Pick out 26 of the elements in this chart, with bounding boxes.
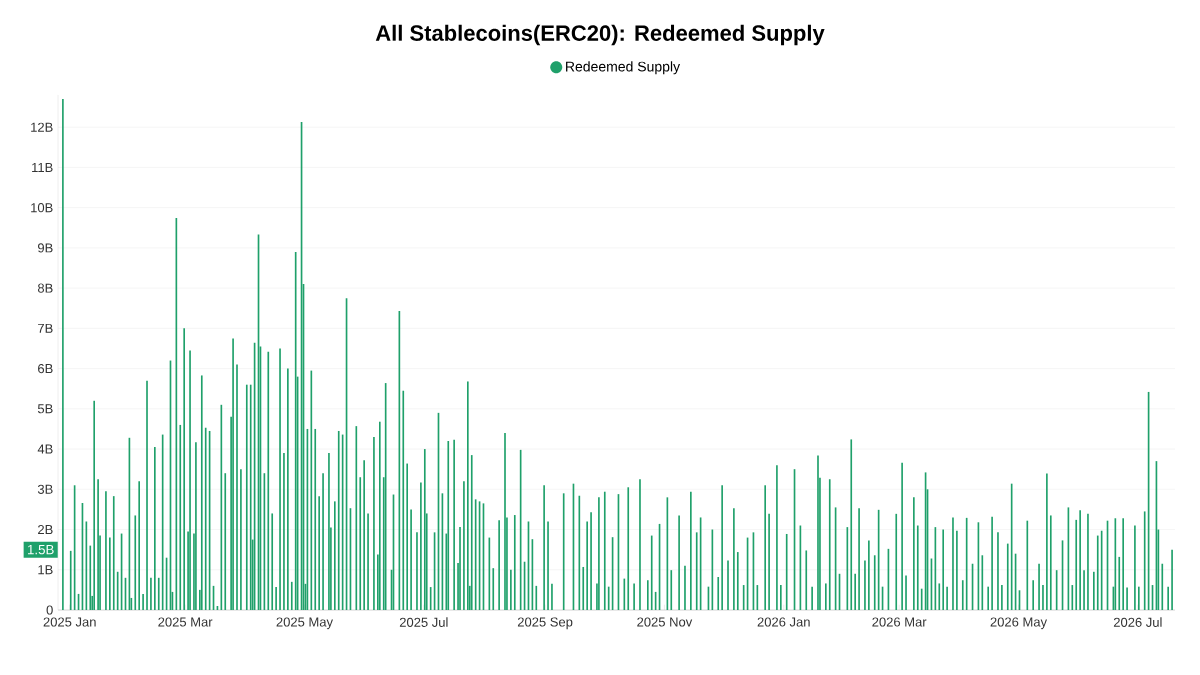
y-tick-label: 10B: [31, 203, 53, 213]
y-tick-label: 11B: [32, 162, 53, 172]
y-tick-label: 8B: [37, 283, 53, 293]
legend-label: Redeemed Supply: [566, 61, 681, 75]
y-tick-label: 5B: [37, 404, 53, 414]
annotation: 1.5B: [28, 544, 54, 555]
x-tick-label: 2025 Mar: [158, 617, 213, 627]
y-tick-label: 6B: [38, 363, 53, 374]
y-tick-label: 2B: [38, 524, 53, 535]
y-tick-label: 7B: [38, 323, 53, 333]
y-tick-label: 12B: [31, 122, 53, 132]
x-tick-label: 2025 May: [276, 617, 333, 630]
chart-title: All Stablecoins(ERC20): Redeemed Supply: [375, 24, 825, 46]
x-tick-label: 2025 Nov: [637, 617, 693, 627]
y-tick-label: 1B: [38, 565, 53, 575]
x-tick-label: 2026 Jan: [757, 617, 810, 627]
x-tick-label: 2025 Sep: [517, 617, 573, 630]
y-tick-label: 3B: [37, 484, 53, 494]
x-tick-label: 2025 Jan: [43, 617, 96, 627]
y-tick-label: 0: [46, 605, 53, 615]
x-tick-label: 2026 Jul: [1113, 617, 1162, 627]
x-tick-label: 2026 May: [990, 617, 1048, 630]
y-tick-label: 4B: [37, 444, 53, 454]
x-tick-label: 2026 Mar: [872, 617, 927, 627]
y-tick-label: 9B: [38, 243, 53, 253]
x-tick-label: 2025 Jul: [399, 617, 448, 627]
